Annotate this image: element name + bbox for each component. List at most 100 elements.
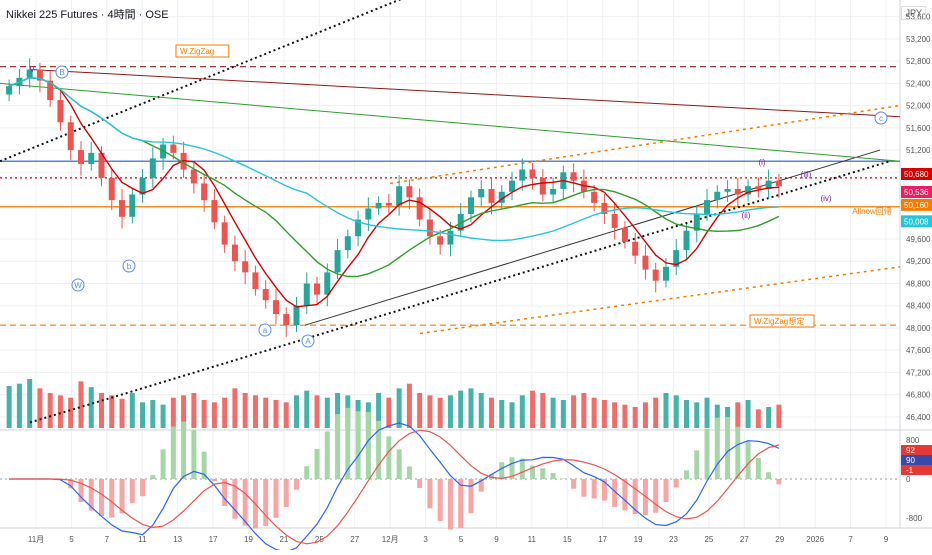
candle-body [57,100,64,123]
volume-bar [191,393,197,428]
wave-label: B [59,68,64,77]
volume-bar [242,393,248,428]
macd-histogram-bar [499,462,505,479]
volume-bar [314,395,320,428]
volume-bar [776,404,782,428]
y-tick-label: 51,600 [906,124,931,133]
candle-body [601,202,608,214]
candle-body [683,230,690,251]
wave-circle [55,65,69,79]
macd-histogram-bar [673,479,679,488]
macd-tick-label: 0 [906,475,911,484]
wave-circle [874,111,888,125]
volume-bar [735,402,741,428]
macd-histogram-bar [776,479,782,485]
x-tick-label: 11 [138,535,147,544]
candle-body [570,172,577,181]
candle-body [611,214,618,228]
candle-body [724,188,731,192]
y-tick-label: 52,400 [906,79,931,88]
candle-body [539,177,546,195]
macd-histogram-bar [550,472,556,479]
macd-value-box [901,465,932,475]
x-tick-label: 27 [350,535,359,544]
volume-bar [386,397,392,428]
candle-body [355,219,362,237]
annotation-box [749,314,815,328]
wave-label: V [29,65,35,74]
macd-histogram-bar [417,479,423,488]
volume-bar [714,404,720,428]
trend-line-upper [0,0,402,163]
y-tick-label: 53,200 [906,35,931,44]
macd-histogram-bar [458,479,464,529]
macd-histogram-bar [242,479,248,526]
x-tick-label: 17 [598,535,607,544]
price-label-box [901,198,932,211]
volume-bar [211,402,217,428]
candle-body [498,191,505,203]
volume-bar [150,400,156,428]
candle-body [211,200,218,223]
volume-bar [704,397,710,428]
candle-body [334,250,341,273]
y-tick-label: 46,400 [906,413,931,422]
volume-bar [673,395,679,428]
candle-body [416,197,423,220]
wave-circle [122,259,136,273]
macd-histogram-bar [232,479,238,519]
macd-histogram-bar [386,436,392,479]
candle-body [36,69,43,81]
candle-body [77,150,84,164]
macd-histogram-bar [489,474,494,479]
ma-long-line [8,77,779,242]
macd-histogram-bar [211,479,217,482]
volume-bar [427,395,433,428]
candle-body [324,272,331,295]
candle-body [621,227,628,242]
x-tick-label: 25 [315,535,324,544]
macd-histogram-bar [160,449,166,479]
volume-bar [632,407,638,428]
volume-bar [489,397,494,428]
candle-body [149,158,156,178]
macd-histogram-bar [304,466,310,479]
x-tick-label: 7 [848,535,853,544]
support-line [0,82,901,162]
trend-line-lower [29,160,891,424]
macd-histogram-bar [437,479,443,521]
annotation-label: W.ZigZag [180,47,214,56]
wave-label: a [263,326,268,335]
macd-histogram-bar [612,479,618,507]
candle-body [375,202,382,209]
currency-label: JPY [901,6,926,20]
macd-histogram-bar [406,466,412,479]
price-label-text: 50,008 [904,217,929,226]
x-tick-label: 29 [775,535,784,544]
macd-histogram-bar [714,417,720,479]
price-label-box [901,215,932,228]
macd-histogram-bar [509,457,515,479]
candle-body [190,169,197,184]
macd-histogram-bar [530,465,536,479]
macd-histogram-bar [581,479,587,497]
candle-body [591,191,598,203]
candle-body [447,230,454,245]
candle-body [262,289,269,301]
volume-bar [468,388,474,428]
macd-histogram-bar [622,479,628,511]
candle-body [6,86,13,95]
x-tick-label: 11月 [28,535,44,544]
candle-body [344,236,351,251]
volume-bar [283,402,289,428]
volume-bar [140,402,146,428]
volume-bar [129,393,135,428]
price-label-box [901,185,932,198]
candle-body [673,250,680,267]
price-label-text: 50,160 [904,201,929,210]
candle-body [642,255,649,270]
wave-label: c [879,114,883,123]
candle-body [139,177,146,195]
macd-histogram-bar [365,411,371,479]
